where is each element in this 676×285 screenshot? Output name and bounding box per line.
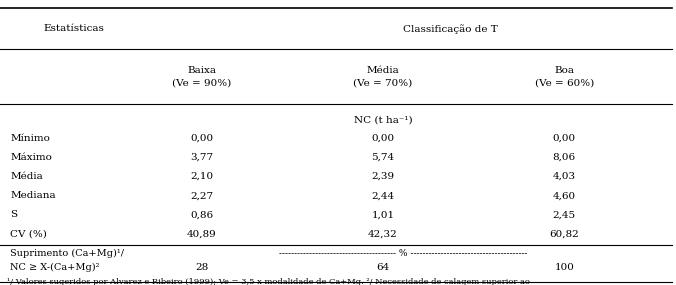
Text: Mediana: Mediana — [10, 191, 55, 200]
Text: Média
(Ve = 70%): Média (Ve = 70%) — [354, 66, 412, 87]
Text: Máximo: Máximo — [10, 153, 52, 162]
Text: 64: 64 — [377, 263, 389, 272]
Text: 28: 28 — [195, 263, 208, 272]
Text: 3,77: 3,77 — [190, 153, 213, 162]
Text: 0,00: 0,00 — [190, 134, 213, 143]
Text: NC ≥ X-(Ca+Mg)²: NC ≥ X-(Ca+Mg)² — [10, 263, 99, 272]
Text: Baixa
(Ve = 90%): Baixa (Ve = 90%) — [172, 66, 231, 87]
Text: CV (%): CV (%) — [10, 229, 47, 239]
Text: 4,60: 4,60 — [553, 191, 576, 200]
Text: Classificação de T: Classificação de T — [403, 24, 498, 34]
Text: Suprimento (Ca+Mg)¹/: Suprimento (Ca+Mg)¹/ — [10, 249, 124, 258]
Text: 2,39: 2,39 — [371, 172, 395, 181]
Text: 5,74: 5,74 — [371, 153, 395, 162]
Text: NC (t ha⁻¹): NC (t ha⁻¹) — [354, 116, 412, 125]
Text: 4,03: 4,03 — [553, 172, 576, 181]
Text: --------------------------------------- % --------------------------------------: --------------------------------------- … — [279, 249, 527, 258]
Text: 2,44: 2,44 — [371, 191, 395, 200]
Text: Boa
(Ve = 60%): Boa (Ve = 60%) — [535, 66, 594, 87]
Text: 0,00: 0,00 — [371, 134, 395, 143]
Text: S: S — [10, 210, 17, 219]
Text: 1,01: 1,01 — [371, 210, 395, 219]
Text: Média: Média — [10, 172, 43, 181]
Text: 2,10: 2,10 — [190, 172, 213, 181]
Text: 100: 100 — [554, 263, 574, 272]
Text: 60,82: 60,82 — [550, 229, 579, 239]
Text: Estatísticas: Estatísticas — [43, 24, 104, 33]
Text: ¹/ Valores sugeridos por Alvarez e Ribeiro (1999); Ve = 3,5 x modalidade de Ca+M: ¹/ Valores sugeridos por Alvarez e Ribei… — [7, 278, 529, 285]
Text: 0,86: 0,86 — [190, 210, 213, 219]
Text: 40,89: 40,89 — [187, 229, 216, 239]
Text: 2,45: 2,45 — [553, 210, 576, 219]
Text: 8,06: 8,06 — [553, 153, 576, 162]
Text: 42,32: 42,32 — [368, 229, 397, 239]
Text: 2,27: 2,27 — [190, 191, 213, 200]
Text: 0,00: 0,00 — [553, 134, 576, 143]
Text: Mínimo: Mínimo — [10, 134, 50, 143]
